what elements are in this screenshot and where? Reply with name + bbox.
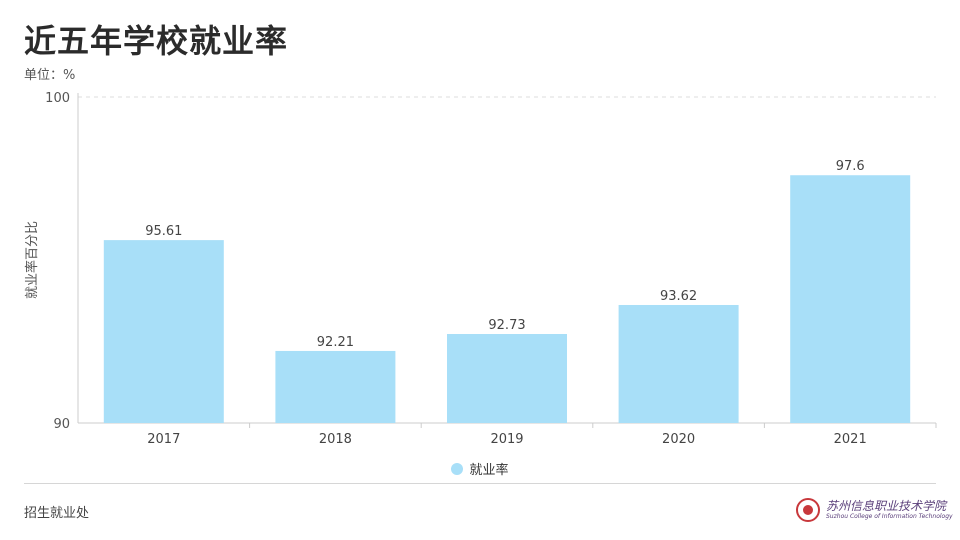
y-tick-label: 90	[53, 417, 70, 432]
bar-2021	[790, 175, 911, 423]
chart-legend: 就业率	[0, 459, 960, 478]
page-title: 近五年学校就业率	[24, 22, 289, 60]
college-seal-icon	[796, 498, 820, 522]
employment-rate-bar-chart: 90 100 就业率百分比 95.61 2017 92.21 2018 92.73 2019 93…	[24, 91, 937, 447]
data-label-2019: 92.73	[488, 318, 525, 333]
x-tick-label-2018: 2018	[319, 432, 352, 447]
footer-divider	[24, 483, 936, 484]
data-label-2021: 97.6	[836, 159, 865, 174]
data-label-2018: 92.21	[317, 335, 354, 350]
college-logo: 苏州信息职业技术学院 Suzhou College of Information…	[796, 496, 953, 526]
y-tick-label: 100	[45, 91, 70, 106]
unit-label: 单位：%	[24, 68, 76, 83]
bar-2020	[618, 304, 739, 423]
legend-swatch	[451, 463, 464, 475]
x-tick-label-2017: 2017	[147, 432, 180, 447]
x-tick-label-2020: 2020	[662, 432, 695, 447]
college-name-cn: 苏州信息职业技术学院	[826, 499, 947, 513]
legend-label: 就业率	[469, 463, 509, 478]
data-label-2020: 93.62	[660, 289, 697, 304]
x-tick-label-2021: 2021	[834, 432, 867, 447]
y-axis-title: 就业率百分比	[24, 221, 40, 299]
bar-2019	[447, 334, 567, 423]
bar-2017	[103, 240, 224, 423]
college-name-en: Suzhou College of Information Technology	[826, 513, 953, 520]
data-label-2017: 95.61	[145, 224, 182, 239]
x-tick-label-2019: 2019	[490, 432, 523, 447]
footer-department: 招生就业处	[24, 506, 90, 521]
bar-2018	[275, 350, 396, 423]
